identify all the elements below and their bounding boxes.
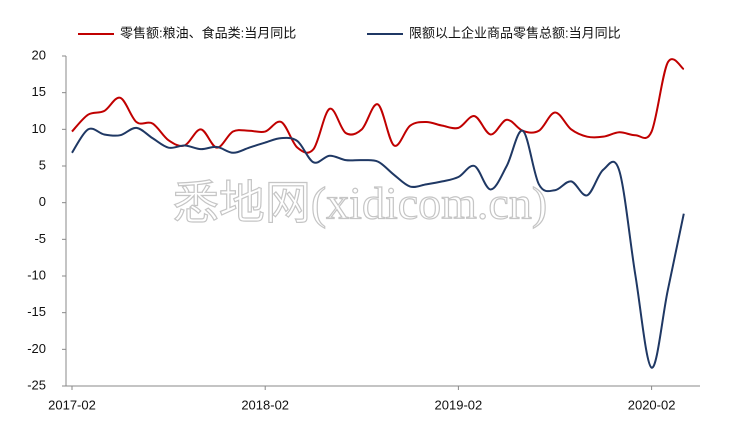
x-tick-label: 2018-02 [241,397,289,412]
line [71,126,685,369]
line [71,58,685,154]
y-tick-label: -5 [34,231,46,246]
x-tick-label: 2019-02 [435,397,483,412]
y-tick-label: 15 [32,84,46,99]
y-tick-label: -10 [27,267,46,282]
y-tick-label: -20 [27,341,46,356]
y-tick-label: 10 [32,121,46,136]
y-tick-label: 5 [39,157,46,172]
y-tick-label: 20 [32,47,46,62]
legend-label: 限额以上企业商品零售总额:当月同比 [409,25,621,40]
y-tick-label: -15 [27,304,46,319]
y-tick-label: -25 [27,377,46,392]
watermark: 悉地网(xidicom.cn) [173,178,547,229]
legend-label: 零售额:粮油、食品类:当月同比 [120,25,296,40]
y-tick-label: 0 [39,194,46,209]
x-tick-label: 2017-02 [48,397,96,412]
x-tick-label: 2020-02 [628,397,676,412]
